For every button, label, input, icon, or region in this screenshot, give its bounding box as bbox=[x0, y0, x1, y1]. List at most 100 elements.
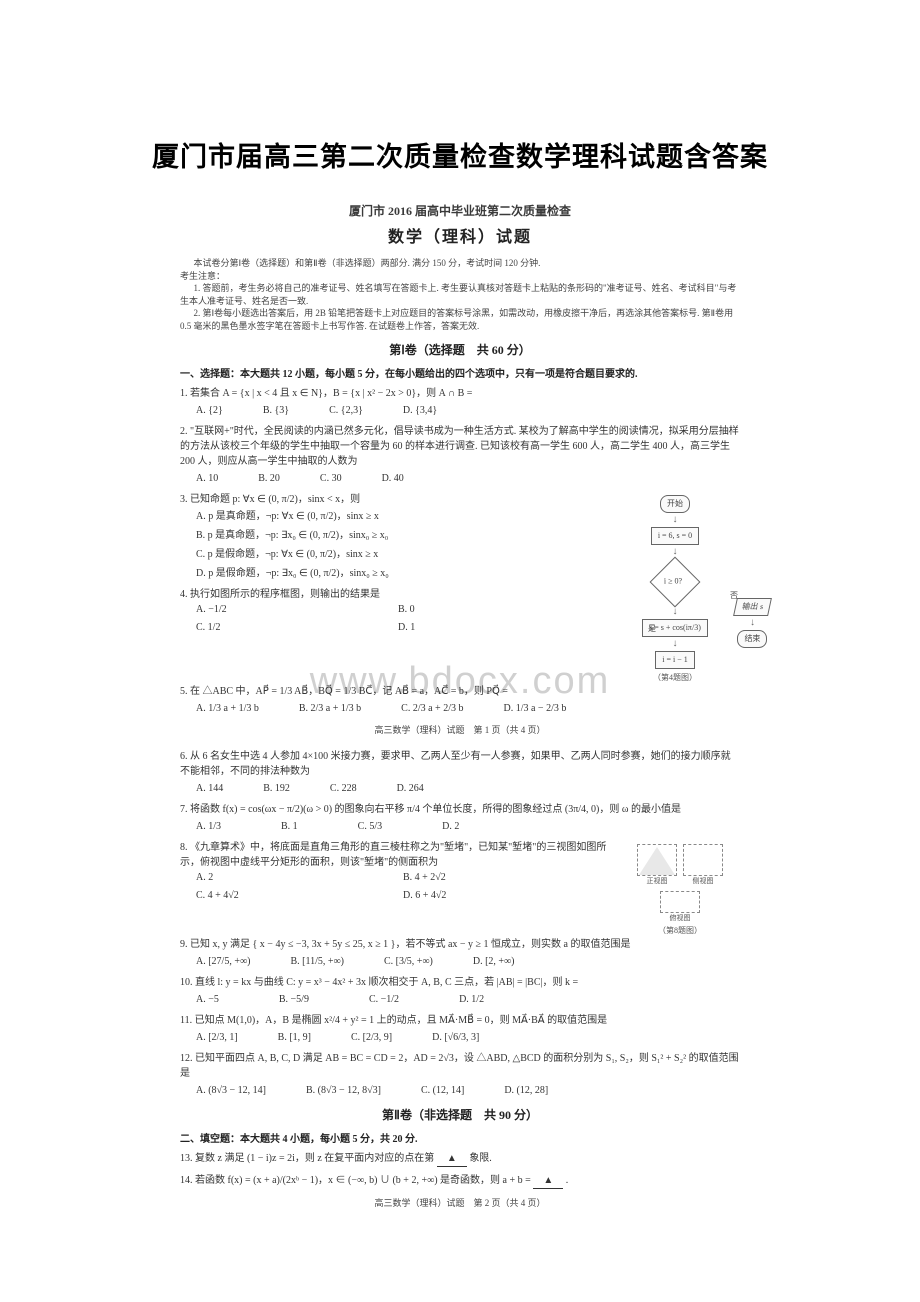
q1-opt-a: A. {2} bbox=[196, 403, 223, 418]
q14-text-before: 14. 若函数 f(x) = (x + a)/(2xᵇ − 1)，x ∈ (−∞… bbox=[180, 1175, 531, 1186]
q6-opt-c: C. 228 bbox=[330, 781, 357, 796]
question-2: 2. "互联网+"时代，全民阅读的内涵已然多元化，倡导读书成为一种生活方式. 某… bbox=[180, 424, 740, 486]
q8-opt-c: C. 4 + 4√2 bbox=[196, 888, 403, 903]
section1-title: 第Ⅰ卷（选择题 共 60 分） bbox=[180, 341, 740, 359]
q3-opt-c: C. p 是假命题，¬p: ∀x ∈ (0, π/2)，sinx ≥ x bbox=[196, 547, 600, 562]
q6-opt-d: D. 264 bbox=[397, 781, 424, 796]
q11-opt-c: C. [2/3, 9] bbox=[351, 1030, 392, 1045]
q9-opt-c: C. [3/5, +∞) bbox=[384, 954, 433, 969]
q10-opt-d: D. 1/2 bbox=[459, 992, 484, 1007]
q8-opt-a: A. 2 bbox=[196, 870, 403, 885]
arrow-icon: ↓ bbox=[610, 516, 740, 524]
question-9: 9. 已知 x, y 满足 { x − 4y ≤ −3, 3x + 5y ≤ 2… bbox=[180, 937, 740, 969]
q8-caption: （第8题图） bbox=[620, 925, 740, 937]
flow-yes-label: 是 bbox=[648, 623, 656, 635]
question-5: 5. 在 △ABC 中，AP⃗ = 1/3 AB⃗，BQ⃗ = 1/3 BC⃗，… bbox=[180, 684, 740, 716]
q6-opt-b: B. 192 bbox=[263, 781, 290, 796]
flow-start: 开始 bbox=[660, 495, 690, 513]
exam-header: 厦门市 2016 届高中毕业班第二次质量检查 bbox=[0, 194, 920, 223]
q7-opt-d: D. 2 bbox=[442, 819, 459, 834]
q7-text: 7. 将函数 f(x) = cos(ωx − π/2)(ω > 0) 的图象向右… bbox=[180, 802, 740, 817]
q6-opt-a: A. 144 bbox=[196, 781, 223, 796]
arrow-icon: ↓ bbox=[610, 608, 740, 616]
q5-opt-b: B. 2/3 a + 1/3 b bbox=[299, 701, 361, 716]
triview-side-label: 侧视图 bbox=[683, 876, 723, 887]
q4-text: 4. 执行如图所示的程序框图，则输出的结果是 bbox=[180, 587, 600, 602]
flow-dec: i = i − 1 bbox=[655, 651, 694, 669]
q8-triview: 正视图 侧视图 俯视图 （第8题图） bbox=[620, 840, 740, 937]
q2-opt-a: A. 10 bbox=[196, 471, 218, 486]
q10-opt-c: C. −1/2 bbox=[369, 992, 399, 1007]
q5-opt-d: D. 1/3 a − 2/3 b bbox=[503, 701, 566, 716]
q13-text-after: 象限. bbox=[469, 1153, 492, 1164]
exam-subject: 数学（理科）试题 bbox=[0, 223, 920, 257]
instructions-block: 本试卷分第Ⅰ卷（选择题）和第Ⅱ卷（非选择题）两部分. 满分 150 分，考试时间… bbox=[180, 257, 740, 333]
q5-opt-c: C. 2/3 a + 2/3 b bbox=[401, 701, 463, 716]
q11-opt-a: A. [2/3, 1] bbox=[196, 1030, 238, 1045]
flow-out: 输出 s ↓ 结束 bbox=[735, 595, 770, 651]
q2-opt-b: B. 20 bbox=[258, 471, 280, 486]
question-12: 12. 已知平面四点 A, B, C, D 满足 AB = BC = CD = … bbox=[180, 1051, 740, 1098]
q3-opt-d: D. p 是假命题，¬p: ∃x₀ ∈ (0, π/2)，sinx₀ ≥ x₀ bbox=[196, 566, 600, 581]
question-13: 13. 复数 z 满足 (1 − i)z = 2i，则 z 在复平面内对应的点在… bbox=[180, 1151, 740, 1167]
q9-text: 9. 已知 x, y 满足 { x − 4y ≤ −3, 3x + 5y ≤ 2… bbox=[180, 937, 740, 952]
q12-text: 12. 已知平面四点 A, B, C, D 满足 AB = BC = CD = … bbox=[180, 1051, 740, 1081]
triview-main-label: 正视图 bbox=[637, 876, 677, 887]
q3-text: 3. 已知命题 p: ∀x ∈ (0, π/2)，sinx < x，则 bbox=[180, 492, 600, 507]
q3-opt-a: A. p 是真命题，¬p: ∀x ∈ (0, π/2)，sinx ≥ x bbox=[196, 509, 600, 524]
q8-opt-b: B. 4 + 2√2 bbox=[403, 870, 610, 885]
flow-init: i = 6, s = 0 bbox=[651, 527, 699, 545]
arrow-icon: ↓ bbox=[610, 548, 740, 556]
question-1: 1. 若集合 A = {x | x < 4 且 x ∈ N}，B = {x | … bbox=[180, 386, 740, 418]
page-title: 厦门市届高三第二次质量检查数学理科试题含答案 bbox=[0, 0, 920, 194]
page-footer-1: 高三数学（理科）试题 第 1 页（共 4 页） bbox=[180, 724, 740, 738]
q2-opt-c: C. 30 bbox=[320, 471, 342, 486]
q14-blank: ▲ bbox=[533, 1173, 563, 1189]
page-footer-2: 高三数学（理科）试题 第 2 页（共 4 页） bbox=[180, 1197, 740, 1211]
question-4: 4. 执行如图所示的程序框图，则输出的结果是 A. −1/2 B. 0 C. 1… bbox=[180, 587, 600, 635]
section2-title: 第Ⅱ卷（非选择题 共 90 分） bbox=[180, 1106, 740, 1124]
instr-intro: 本试卷分第Ⅰ卷（选择题）和第Ⅱ卷（非选择题）两部分. 满分 150 分，考试时间… bbox=[180, 257, 740, 270]
q3-opt-b: B. p 是真命题，¬p: ∃x₀ ∈ (0, π/2)，sinx₀ ≥ x₀ bbox=[196, 528, 600, 543]
q7-opt-b: B. 1 bbox=[281, 819, 298, 834]
question-7: 7. 将函数 f(x) = cos(ωx − π/2)(ω > 0) 的图象向右… bbox=[180, 802, 740, 834]
q13-blank: ▲ bbox=[437, 1151, 467, 1167]
q5-opt-a: A. 1/3 a + 1/3 b bbox=[196, 701, 259, 716]
q1-text: 1. 若集合 A = {x | x < 4 且 x ∈ N}，B = {x | … bbox=[180, 386, 740, 401]
q1-opt-d: D. {3,4} bbox=[403, 403, 437, 418]
q2-text: 2. "互联网+"时代，全民阅读的内涵已然多元化，倡导读书成为一种生活方式. 某… bbox=[180, 424, 740, 469]
q4-flowchart: 开始 ↓ i = 6, s = 0 ↓ i ≥ 0? 否 是 ↓ s = s +… bbox=[610, 492, 740, 684]
question-6: 6. 从 6 名女生中选 4 人参加 4×100 米接力赛，要求甲、乙两人至少有… bbox=[180, 749, 740, 796]
q2-opt-d: D. 40 bbox=[382, 471, 404, 486]
q11-opt-d: D. [√6/3, 3] bbox=[432, 1030, 479, 1045]
exam-content: 本试卷分第Ⅰ卷（选择题）和第Ⅱ卷（非选择题）两部分. 满分 150 分，考试时间… bbox=[0, 257, 920, 1211]
q6-text: 6. 从 6 名女生中选 4 人参加 4×100 米接力赛，要求甲、乙两人至少有… bbox=[180, 749, 740, 779]
question-11: 11. 已知点 M(1,0)，A，B 是椭圆 x²/4 + y² = 1 上的动… bbox=[180, 1013, 740, 1045]
part2-prefix: 二、填空题：本大题共 4 小题，每小题 5 分，共 20 分. bbox=[180, 1132, 740, 1147]
question-8: 8. 《九章算术》中，将底面是直角三角形的直三棱柱称之为"堑堵"，已知某"堑堵"… bbox=[180, 840, 610, 903]
q13-text-before: 13. 复数 z 满足 (1 − i)z = 2i，则 z 在复平面内对应的点在… bbox=[180, 1153, 434, 1164]
q12-opt-c: C. (12, 14] bbox=[421, 1083, 464, 1098]
question-14: 14. 若函数 f(x) = (x + a)/(2xᵇ − 1)，x ∈ (−∞… bbox=[180, 1173, 740, 1189]
q4-opt-d: D. 1 bbox=[398, 620, 600, 635]
q1-opt-b: B. {3} bbox=[263, 403, 289, 418]
instr-notice: 考生注意： bbox=[180, 270, 740, 283]
q10-opt-b: B. −5/9 bbox=[279, 992, 309, 1007]
question-3: 3. 已知命题 p: ∀x ∈ (0, π/2)，sinx < x，则 A. p… bbox=[180, 492, 600, 581]
instr-item1: 1. 答题前，考生务必将自己的准考证号、姓名填写在答题卡上. 考生要认真核对答题… bbox=[180, 282, 740, 307]
q11-text: 11. 已知点 M(1,0)，A，B 是椭圆 x²/4 + y² = 1 上的动… bbox=[180, 1013, 740, 1028]
q14-text-after: . bbox=[566, 1175, 569, 1186]
q1-opt-c: C. {2,3} bbox=[329, 403, 363, 418]
q4-opt-c: C. 1/2 bbox=[196, 620, 398, 635]
q9-opt-a: A. [27/5, +∞) bbox=[196, 954, 250, 969]
q8-opt-d: D. 6 + 4√2 bbox=[403, 888, 610, 903]
q7-opt-c: C. 5/3 bbox=[358, 819, 382, 834]
q12-opt-b: B. (8√3 − 12, 8√3] bbox=[306, 1083, 381, 1098]
q4-opt-b: B. 0 bbox=[398, 602, 600, 617]
q9-opt-b: B. [11/5, +∞) bbox=[290, 954, 344, 969]
q12-opt-d: D. (12, 28] bbox=[504, 1083, 548, 1098]
flow-cond: i ≥ 0? bbox=[650, 556, 701, 607]
q10-text: 10. 直线 l: y = kx 与曲线 C: y = x³ − 4x² + 3… bbox=[180, 975, 740, 990]
q4-opt-a: A. −1/2 bbox=[196, 602, 398, 617]
q8-text: 8. 《九章算术》中，将底面是直角三角形的直三棱柱称之为"堑堵"，已知某"堑堵"… bbox=[180, 840, 610, 870]
